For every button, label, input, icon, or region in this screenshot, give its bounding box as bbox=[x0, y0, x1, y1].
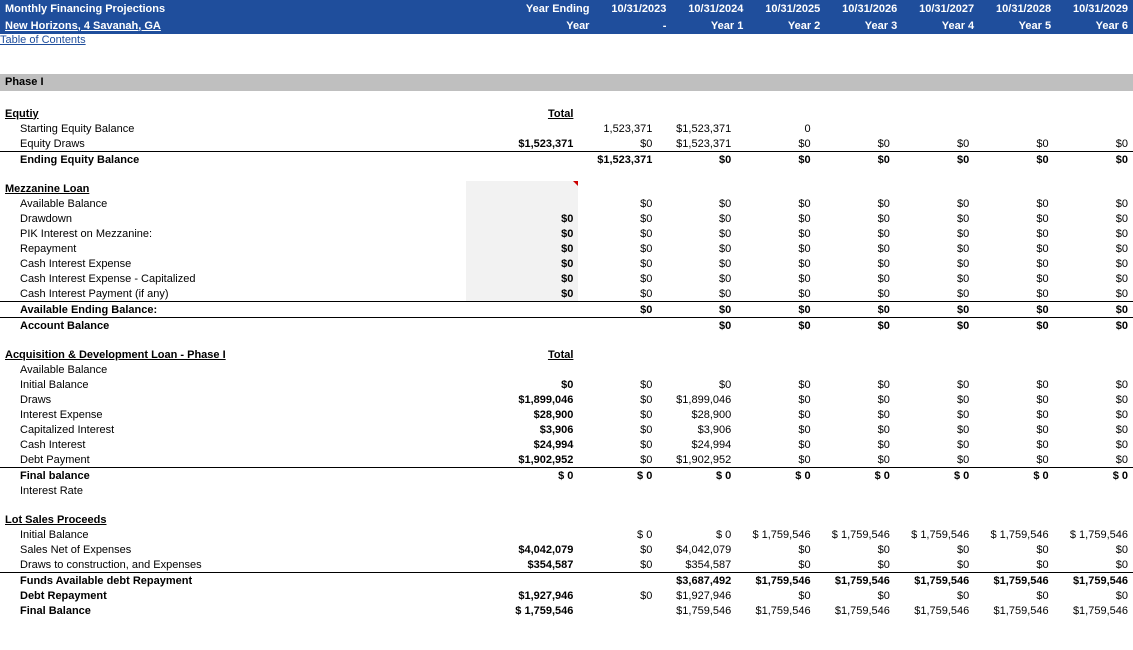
date-col: 10/31/2025 bbox=[748, 3, 825, 15]
date-col: 10/31/2029 bbox=[1056, 3, 1133, 15]
acq-final-row: Final balance $ 0 $ 0 $ 0 $ 0 $ 0 $ 0 $ … bbox=[0, 468, 1133, 484]
lot-sales-row: Sales Net of Expenses $4,042,079 $0 $4,0… bbox=[0, 542, 1133, 557]
acq-draws-row: Draws $1,899,046 $0 $1,899,046 $0 $0 $0 … bbox=[0, 392, 1133, 407]
year-label: Year bbox=[480, 20, 595, 32]
lot-final-row: Final Balance $ 1,759,546 $1,759,546 $1,… bbox=[0, 603, 1133, 618]
year-col: Year 4 bbox=[902, 20, 979, 32]
mezz-acct-bal-row: Account Balance $0 $0 $0 $0 $0 $0 bbox=[0, 318, 1133, 334]
date-col: 10/31/2024 bbox=[671, 3, 748, 15]
acq-cash-int-row: Cash Interest $24,994 $0 $24,994 $0 $0 $… bbox=[0, 437, 1133, 452]
mezz-cash-int-pay-row: Cash Interest Payment (if any) $0 $0 $0 … bbox=[0, 286, 1133, 302]
mezz-header: Mezzanine Loan bbox=[0, 181, 1133, 196]
report-header: Monthly Financing Projections Year Endin… bbox=[0, 0, 1133, 34]
lot-header: Lot Sales Proceeds bbox=[0, 512, 1133, 527]
mezz-available-row: Available Balance $0 $0 $0 $0 $0 $0 $0 bbox=[0, 196, 1133, 211]
date-col: 10/31/2027 bbox=[902, 3, 979, 15]
mezz-cash-int-exp-row: Cash Interest Expense $0 $0 $0 $0 $0 $0 … bbox=[0, 256, 1133, 271]
equity-header: Equtiy Total bbox=[0, 106, 1133, 121]
projections-table: Equtiy Total Starting Equity Balance 1,5… bbox=[0, 91, 1133, 618]
date-col: 10/31/2028 bbox=[979, 3, 1056, 15]
phase-header: Phase I bbox=[0, 74, 1133, 91]
mezz-repay-row: Repayment $0 $0 $0 $0 $0 $0 $0 $0 bbox=[0, 241, 1133, 256]
acq-header: Acquisition & Development Loan - Phase I… bbox=[0, 347, 1133, 362]
year-col: - bbox=[594, 20, 671, 32]
lot-debt-repay-row: Debt Repayment $1,927,946 $0 $1,927,946 … bbox=[0, 588, 1133, 603]
date-col: 10/31/2023 bbox=[594, 3, 671, 15]
table-of-contents-link[interactable]: Table of Contents bbox=[0, 34, 1133, 46]
toc-text: Table of Contents bbox=[0, 34, 86, 46]
acq-initial-row: Initial Balance $0 $0 $0 $0 $0 $0 $0 $0 bbox=[0, 377, 1133, 392]
year-col: Year 6 bbox=[1056, 20, 1133, 32]
year-col: Year 5 bbox=[979, 20, 1056, 32]
acq-available-row: Available Balance bbox=[0, 362, 1133, 377]
report-subtitle: New Horizons, 4 Savanah, GA bbox=[0, 20, 480, 32]
mezz-cash-int-cap-row: Cash Interest Expense - Capitalized $0 $… bbox=[0, 271, 1133, 286]
year-col: Year 2 bbox=[748, 20, 825, 32]
year-col: Year 3 bbox=[825, 20, 902, 32]
year-col: Year 1 bbox=[671, 20, 748, 32]
mezz-avail-end-row: Available Ending Balance: $0 $0 $0 $0 $0… bbox=[0, 302, 1133, 318]
acq-cap-int-row: Capitalized Interest $3,906 $0 $3,906 $0… bbox=[0, 422, 1133, 437]
acq-debt-pay-row: Debt Payment $1,902,952 $0 $1,902,952 $0… bbox=[0, 452, 1133, 468]
lot-draws-constr-row: Draws to construction, and Expenses $354… bbox=[0, 557, 1133, 573]
acq-int-rate-row: Interest Rate bbox=[0, 483, 1133, 498]
lot-funds-row: Funds Available debt Repayment $3,687,49… bbox=[0, 573, 1133, 589]
equity-starting-row: Starting Equity Balance 1,523,371 $1,523… bbox=[0, 121, 1133, 136]
equity-ending-row: Ending Equity Balance $1,523,371 $0 $0 $… bbox=[0, 152, 1133, 168]
date-col: 10/31/2026 bbox=[825, 3, 902, 15]
mezz-drawdown-row: Drawdown $0 $0 $0 $0 $0 $0 $0 $0 bbox=[0, 211, 1133, 226]
year-ending-label: Year Ending bbox=[480, 3, 595, 15]
lot-initial-row: Initial Balance $ 0 $ 0 $ 1,759,546 $ 1,… bbox=[0, 527, 1133, 542]
mezz-pik-row: PIK Interest on Mezzanine: $0 $0 $0 $0 $… bbox=[0, 226, 1133, 241]
equity-draws-row: Equity Draws $1,523,371 $0 $1,523,371 $0… bbox=[0, 136, 1133, 152]
report-title: Monthly Financing Projections bbox=[0, 3, 480, 15]
acq-int-exp-row: Interest Expense $28,900 $0 $28,900 $0 $… bbox=[0, 407, 1133, 422]
